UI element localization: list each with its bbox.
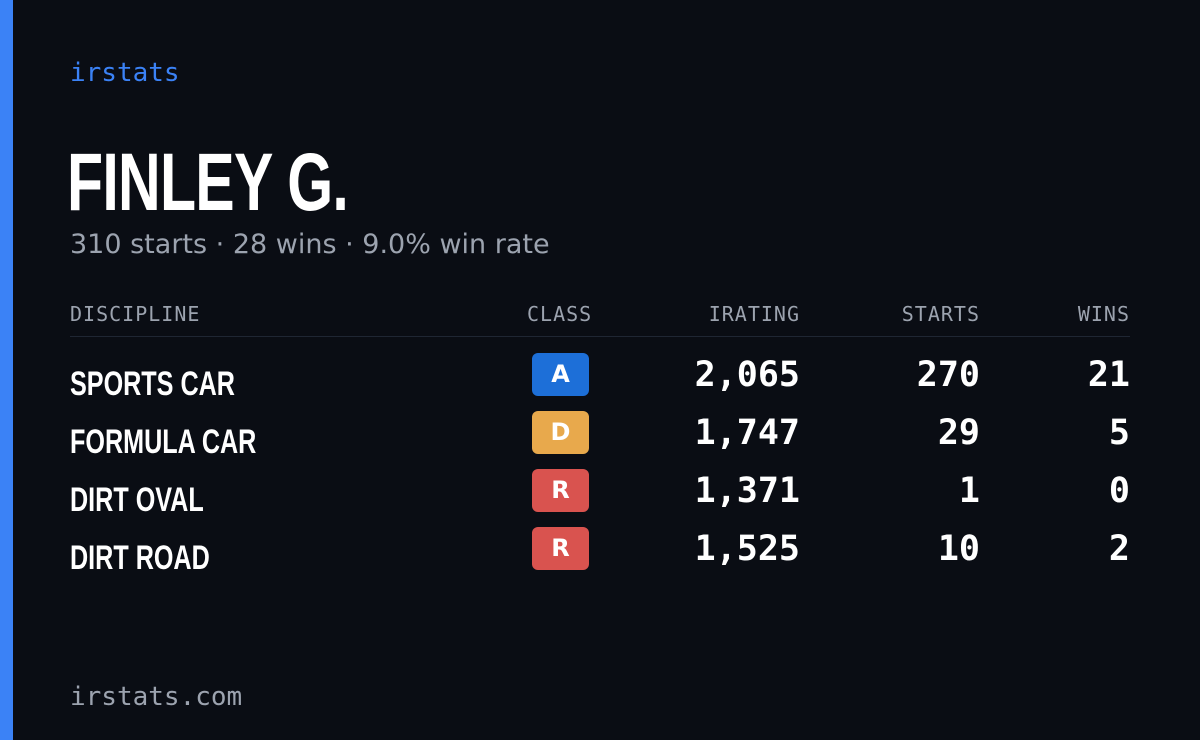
row-wins: 0: [1108, 471, 1130, 511]
row-wins: 2: [1108, 529, 1130, 569]
driver-summary: 310 starts · 28 wins · 9.0% win rate: [70, 229, 550, 260]
row-starts: 270: [916, 355, 980, 395]
row-irating: 1,371: [694, 471, 800, 511]
table-body: SPORTS CAR A 2,065 270 21 FORMULA CAR D …: [70, 337, 1130, 579]
table-row: DIRT OVAL R 1,371 1 0: [70, 463, 1130, 521]
row-discipline: SPORTS CAR: [70, 365, 235, 403]
row-irating: 1,747: [694, 413, 800, 453]
header-discipline: DISCIPLINE: [70, 302, 201, 326]
row-discipline: DIRT OVAL: [70, 481, 204, 519]
class-badge: R: [532, 527, 589, 570]
row-wins: 5: [1108, 413, 1130, 453]
row-starts: 1: [958, 471, 980, 511]
row-irating: 2,065: [694, 355, 800, 395]
row-wins: 21: [1087, 355, 1130, 395]
row-irating: 1,525: [694, 529, 800, 569]
row-discipline: FORMULA CAR: [70, 423, 257, 461]
table-row: FORMULA CAR D 1,747 29 5: [70, 405, 1130, 463]
header-irating: IRATING: [708, 302, 800, 326]
class-badge: D: [532, 411, 589, 454]
table-header: DISCIPLINE CLASS IRATING STARTS WINS: [70, 298, 1130, 337]
row-starts: 29: [937, 413, 980, 453]
table-row: SPORTS CAR A 2,065 270 21: [70, 347, 1130, 405]
brand-logo[interactable]: irstats: [70, 58, 180, 88]
table-row: DIRT ROAD R 1,525 10 2: [70, 521, 1130, 579]
header-class: CLASS: [527, 302, 593, 326]
driver-name: FINLEY G.: [67, 137, 349, 228]
accent-bar: [0, 0, 13, 740]
footer-url[interactable]: irstats.com: [70, 682, 243, 712]
header-starts: STARTS: [901, 302, 980, 326]
class-badge: A: [532, 353, 589, 396]
row-starts: 10: [937, 529, 980, 569]
class-badge: R: [532, 469, 589, 512]
stats-table: DISCIPLINE CLASS IRATING STARTS WINS SPO…: [70, 298, 1130, 579]
header-wins: WINS: [1077, 302, 1130, 326]
row-discipline: DIRT ROAD: [70, 539, 210, 577]
